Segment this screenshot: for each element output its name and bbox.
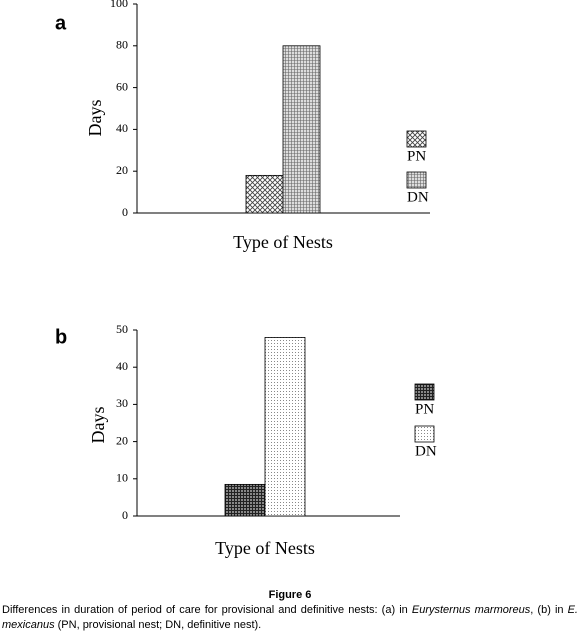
y-tick-label: 20: [116, 433, 128, 447]
legend-label: PN: [407, 148, 426, 164]
y-axis-label: Days: [85, 100, 105, 137]
y-tick-label: 10: [116, 471, 128, 485]
y-tick-label: 80: [116, 38, 128, 52]
caption-text: (PN, provisional nest; DN, definitive ne…: [54, 619, 262, 631]
caption-species: E. mexicanus: [2, 604, 578, 631]
caption-text: Differences in duration of period of car…: [2, 604, 412, 616]
caption-species: Eurysternus marmoreus: [411, 604, 531, 616]
x-axis-label: Type of Nests: [215, 538, 315, 558]
bar: [224, 483, 266, 517]
caption-block: Figure 6 Differences in duration of peri…: [2, 588, 578, 633]
x-axis-label: Type of Nests: [233, 232, 333, 252]
y-axis-label: Days: [88, 407, 108, 444]
panel-label: a: [55, 12, 67, 34]
legend-label: DN: [415, 443, 437, 459]
legend-swatch: [414, 383, 435, 401]
legend-label: PN: [415, 401, 434, 417]
panel-label: b: [55, 326, 67, 348]
y-tick-label: 30: [116, 396, 128, 410]
legend-label: DN: [407, 189, 429, 205]
legend-swatch: [406, 171, 427, 189]
legend-swatch: [414, 425, 435, 443]
figure: a 0 20 40 60 80 100 Days Type of Nests PN DN b 0 10 20…: [55, 0, 437, 558]
y-tick-label: 100: [110, 0, 128, 10]
caption-text: , (b) in: [530, 604, 568, 616]
legend-swatch: [406, 130, 427, 148]
caption: Differences in duration of period of car…: [2, 603, 578, 633]
y-tick-label: 40: [116, 359, 128, 373]
y-tick-label: 0: [122, 205, 128, 219]
y-tick-label: 50: [116, 322, 128, 336]
bar: [264, 337, 306, 517]
y-tick-label: 40: [116, 121, 128, 135]
y-tick-label: 0: [122, 508, 128, 522]
bar: [282, 45, 321, 214]
y-tick-label: 60: [116, 79, 128, 93]
y-tick-label: 20: [116, 163, 128, 177]
figure-label: Figure 6: [268, 589, 312, 601]
bar: [245, 174, 284, 214]
